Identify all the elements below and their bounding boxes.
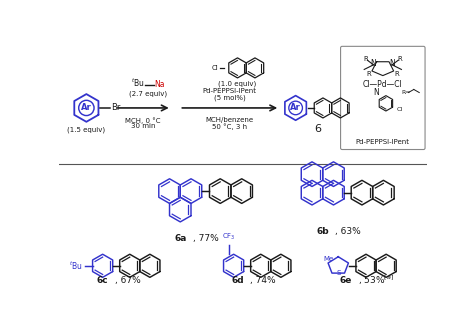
Text: 50 °C, 3 h: 50 °C, 3 h [212, 123, 247, 130]
Text: R: R [364, 56, 368, 62]
Text: R: R [398, 56, 402, 62]
Text: $^{t}$Bu: $^{t}$Bu [131, 76, 145, 89]
Text: 6b: 6b [317, 227, 329, 236]
Text: Pd-PEPPSI-IPent: Pd-PEPPSI-IPent [203, 88, 257, 94]
Text: R: R [366, 71, 371, 77]
Text: Pd-PEPPSI-IPent: Pd-PEPPSI-IPent [356, 139, 410, 145]
Text: N: N [374, 88, 380, 97]
Text: Ar: Ar [81, 103, 92, 112]
Text: 6c: 6c [97, 276, 109, 285]
Text: Cl—Pd—Cl: Cl—Pd—Cl [363, 80, 403, 89]
Text: Cl: Cl [212, 65, 219, 71]
Text: , 53%$^{[a]}$: , 53%$^{[a]}$ [358, 274, 394, 287]
Text: MCH, 0 °C: MCH, 0 °C [125, 117, 161, 124]
Text: N: N [371, 59, 376, 68]
Text: R: R [394, 71, 399, 77]
Text: (2.7 equiv): (2.7 equiv) [129, 91, 167, 97]
FancyBboxPatch shape [341, 46, 425, 149]
Text: (1.5 equiv): (1.5 equiv) [67, 126, 105, 133]
Text: , 67%: , 67% [115, 276, 141, 285]
Text: 6a: 6a [174, 234, 186, 243]
Text: Ar: Ar [290, 103, 301, 112]
Text: 6: 6 [314, 125, 321, 135]
Text: Br: Br [111, 103, 120, 112]
Text: , 77%: , 77% [192, 234, 219, 243]
Text: $^{t}$Bu: $^{t}$Bu [69, 260, 83, 272]
Text: 30 min: 30 min [131, 123, 155, 129]
Text: R=: R= [401, 90, 411, 95]
Text: 6e: 6e [340, 276, 352, 285]
Text: 6d: 6d [231, 276, 244, 285]
Text: Na: Na [155, 80, 165, 89]
Text: S: S [336, 270, 340, 277]
Text: N: N [389, 59, 395, 68]
Text: MCH/benzene: MCH/benzene [206, 117, 254, 123]
Text: , 63%: , 63% [335, 227, 361, 236]
Text: Me: Me [323, 256, 333, 262]
Text: , 74%: , 74% [250, 276, 275, 285]
Text: (1.0 equiv): (1.0 equiv) [219, 80, 256, 87]
Text: CF$_3$: CF$_3$ [222, 232, 236, 242]
Text: (5 mol%): (5 mol%) [214, 95, 246, 101]
Text: Cl: Cl [397, 107, 403, 112]
